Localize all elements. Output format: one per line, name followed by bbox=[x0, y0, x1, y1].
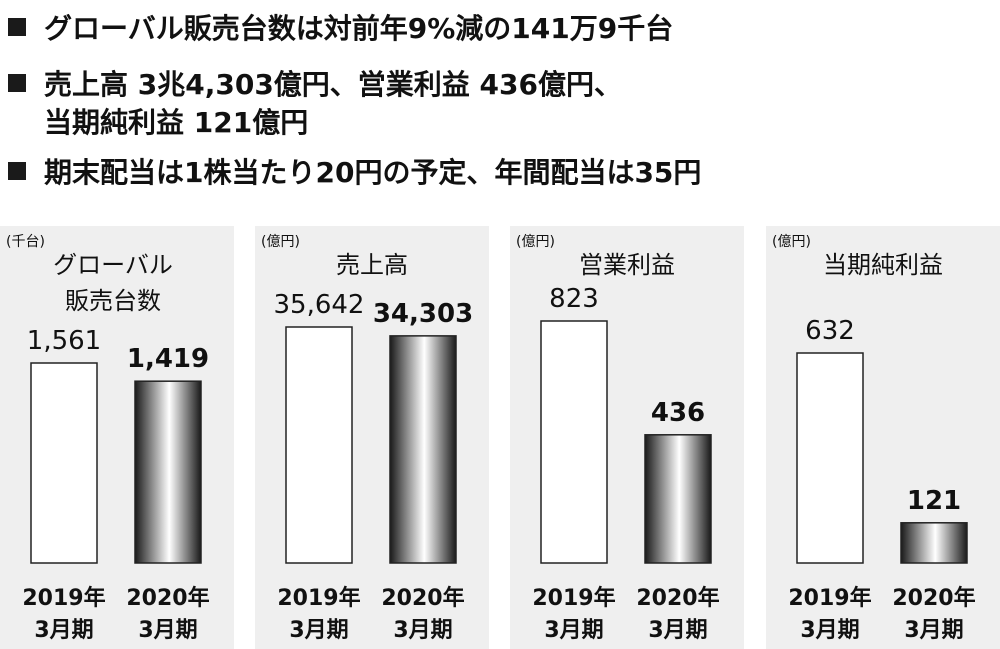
square-bullet-icon bbox=[8, 162, 26, 180]
bar-2020 bbox=[134, 380, 202, 564]
bullet-text-continued: 当期純利益 121億円 bbox=[44, 106, 309, 139]
data-label: 121 bbox=[907, 486, 961, 516]
bullet-financials: 売上高 3兆4,303億円、営業利益 436億円、 当期純利益 121億円 bbox=[8, 66, 622, 142]
category-label: 2020年 bbox=[381, 585, 464, 611]
category-label: 3月期 bbox=[800, 618, 859, 643]
data-label: 1,561 bbox=[27, 326, 101, 356]
unit-label: (億円) bbox=[772, 234, 811, 250]
category-label: 3月期 bbox=[544, 618, 603, 643]
category-label: 3月期 bbox=[138, 618, 197, 643]
square-bullet-icon bbox=[8, 74, 26, 92]
square-bullet-icon bbox=[8, 18, 26, 36]
bullet-text: 期末配当は1株当たり20円の予定、年間配当は35円 bbox=[44, 156, 702, 189]
chart-title-line: 当期純利益 bbox=[823, 251, 943, 279]
bullet-sales-volume: グローバル販売台数は対前年9%減の141万9千台 bbox=[8, 10, 673, 48]
bullet-text: グローバル販売台数は対前年9%減の141万9千台 bbox=[44, 12, 674, 45]
bar-2020 bbox=[644, 434, 712, 564]
chart-title-line: グローバル bbox=[53, 251, 173, 279]
chart-title-line: 売上高 bbox=[336, 251, 408, 279]
chart-panel-3: (億円) 営業利益 823 2019年 3月期 436 2020年 3月期 bbox=[510, 226, 744, 649]
chart-panel-2: (億円) 売上高 35,642 2019年 3月期 34,303 2020年 3月期 bbox=[255, 226, 489, 649]
category-label: 2019年 bbox=[277, 585, 360, 611]
category-label: 3月期 bbox=[34, 618, 93, 643]
bar-2019 bbox=[540, 320, 608, 564]
chart-title-line: 営業利益 bbox=[579, 251, 675, 279]
data-label: 823 bbox=[549, 284, 599, 314]
category-label: 3月期 bbox=[904, 618, 963, 643]
bar-2020 bbox=[900, 522, 968, 564]
category-label: 2019年 bbox=[788, 585, 871, 611]
chart-title-line: 販売台数 bbox=[65, 287, 161, 315]
unit-label: (千台) bbox=[6, 234, 45, 250]
bullet-dividend: 期末配当は1株当たり20円の予定、年間配当は35円 bbox=[8, 154, 701, 192]
data-label: 632 bbox=[805, 316, 855, 346]
category-label: 3月期 bbox=[289, 618, 348, 643]
bar-2020 bbox=[389, 335, 457, 564]
data-label: 35,642 bbox=[274, 290, 365, 320]
data-label: 1,419 bbox=[127, 344, 209, 374]
bar-2019 bbox=[285, 326, 353, 564]
bar-2019 bbox=[796, 352, 864, 564]
category-label: 2019年 bbox=[532, 585, 615, 611]
data-label: 436 bbox=[651, 398, 705, 428]
unit-label: (億円) bbox=[516, 234, 555, 250]
category-label: 2020年 bbox=[636, 585, 719, 611]
bar-2019 bbox=[30, 362, 98, 564]
chart-panel-1: (千台) グローバル販売台数 1,561 2019年 3月期 1,419 2020年 3月期 bbox=[0, 226, 234, 649]
category-label: 2020年 bbox=[126, 585, 209, 611]
category-label: 3月期 bbox=[648, 618, 707, 643]
bullet-text: 売上高 3兆4,303億円、営業利益 436億円、 bbox=[44, 68, 622, 101]
category-label: 3月期 bbox=[393, 618, 452, 643]
data-label: 34,303 bbox=[373, 299, 473, 329]
chart-panel-4: (億円) 当期純利益 632 2019年 3月期 121 2020年 3月期 bbox=[766, 226, 1000, 649]
category-label: 2020年 bbox=[892, 585, 975, 611]
unit-label: (億円) bbox=[261, 234, 300, 250]
category-label: 2019年 bbox=[22, 585, 105, 611]
